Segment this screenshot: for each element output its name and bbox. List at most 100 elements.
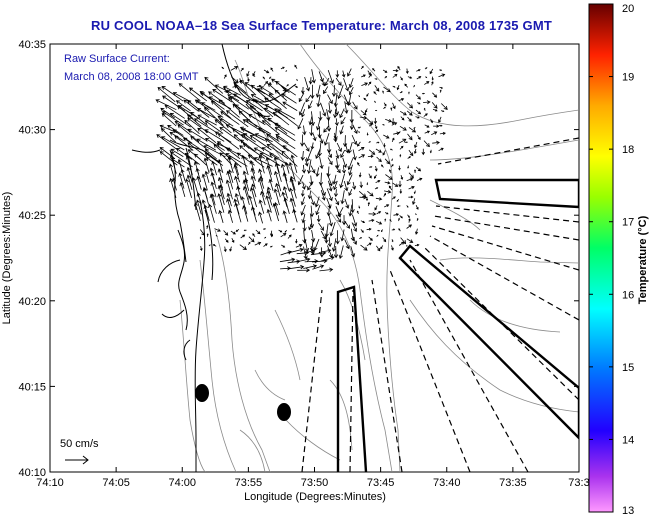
current-vector — [268, 93, 287, 110]
current-vector — [194, 153, 208, 166]
current-vector — [186, 174, 193, 190]
current-vector — [309, 124, 314, 137]
x-tick-label: 73:3 — [568, 477, 589, 489]
current-vector — [438, 116, 442, 124]
current-vector — [367, 154, 374, 158]
current-vector — [247, 154, 265, 168]
current-vector — [407, 116, 412, 122]
current-vector — [257, 88, 280, 103]
current-vector — [319, 182, 326, 197]
current-vector — [219, 126, 240, 142]
current-vector — [358, 172, 362, 178]
current-vector — [398, 241, 405, 246]
current-vector — [384, 75, 388, 79]
current-vector — [224, 238, 229, 243]
current-vector — [243, 229, 247, 232]
current-vector — [408, 218, 411, 223]
current-vector — [398, 217, 400, 222]
current-vector — [340, 149, 346, 158]
current-vector — [400, 76, 403, 81]
current-vector — [439, 89, 442, 93]
current-vector — [350, 199, 355, 214]
current-vector — [358, 130, 360, 134]
current-vector — [315, 148, 321, 160]
colorbar-tick-label: 17 — [622, 217, 634, 229]
current-vector — [333, 109, 338, 119]
colorbar-tick-label: 16 — [622, 289, 634, 301]
colorbar-tick-label: 14 — [622, 434, 634, 446]
current-vector — [392, 69, 399, 73]
current-vector — [247, 77, 250, 82]
current-vector — [383, 192, 386, 197]
current-vector — [282, 145, 298, 158]
current-vector — [360, 220, 366, 223]
current-vector — [287, 247, 304, 254]
current-vector — [406, 177, 414, 182]
current-vector — [415, 116, 420, 119]
current-vector — [218, 209, 224, 224]
current-vector — [352, 214, 358, 227]
current-vector — [415, 166, 422, 172]
current-vector — [391, 118, 395, 125]
current-vector — [208, 203, 215, 223]
current-vector — [250, 167, 256, 181]
current-vector — [327, 157, 333, 166]
current-vector — [340, 190, 345, 205]
current-vector — [421, 92, 425, 95]
current-vector — [364, 108, 368, 113]
current-vector — [323, 133, 330, 146]
current-vector — [297, 268, 311, 273]
current-vector — [390, 245, 394, 251]
current-vector — [204, 129, 225, 142]
current-vector — [346, 174, 353, 186]
current-vector — [374, 100, 376, 103]
current-vector — [348, 164, 353, 176]
current-vector — [351, 222, 357, 233]
current-vector — [399, 125, 407, 131]
current-vector — [196, 175, 202, 190]
current-vector — [373, 91, 377, 95]
current-vector — [209, 193, 217, 214]
current-vector — [258, 155, 265, 174]
current-vector — [312, 264, 325, 270]
current-vector — [344, 101, 349, 114]
current-vector — [351, 134, 357, 146]
current-vector — [175, 100, 191, 112]
current-vector — [286, 84, 289, 87]
current-vector — [334, 118, 339, 127]
current-vector — [334, 102, 340, 116]
current-vector — [318, 222, 324, 231]
current-vector — [407, 76, 413, 79]
current-vector — [406, 224, 413, 229]
current-vector — [304, 238, 310, 253]
current-vector — [381, 164, 384, 168]
current-vector — [408, 185, 415, 190]
current-vector — [280, 163, 288, 182]
current-vector — [413, 169, 417, 174]
current-vector — [199, 229, 205, 236]
current-vector — [366, 132, 369, 136]
current-vector — [295, 243, 303, 248]
current-vector — [240, 234, 246, 239]
current-vector — [406, 110, 413, 116]
current-vector — [214, 228, 221, 232]
current-vector — [335, 165, 341, 174]
current-vector — [157, 87, 176, 103]
current-vector — [200, 92, 225, 110]
current-vector — [339, 125, 344, 135]
current-vector — [196, 138, 217, 151]
x-tick-label: 73:50 — [301, 477, 329, 489]
y-axis-ticks: 40:35 40:30 40:25 40:20 40:15 40:10 — [18, 39, 579, 479]
current-vector — [399, 154, 402, 158]
current-vector — [213, 144, 232, 160]
current-vector — [374, 78, 378, 80]
current-vector — [258, 168, 264, 182]
current-vector — [300, 204, 306, 216]
x-tick-label: 74:10 — [36, 477, 64, 489]
current-vector — [328, 180, 333, 192]
current-vector — [203, 157, 210, 174]
current-vector — [382, 69, 388, 73]
current-vector — [400, 174, 404, 180]
current-vector — [327, 94, 333, 105]
current-vector — [423, 113, 428, 117]
